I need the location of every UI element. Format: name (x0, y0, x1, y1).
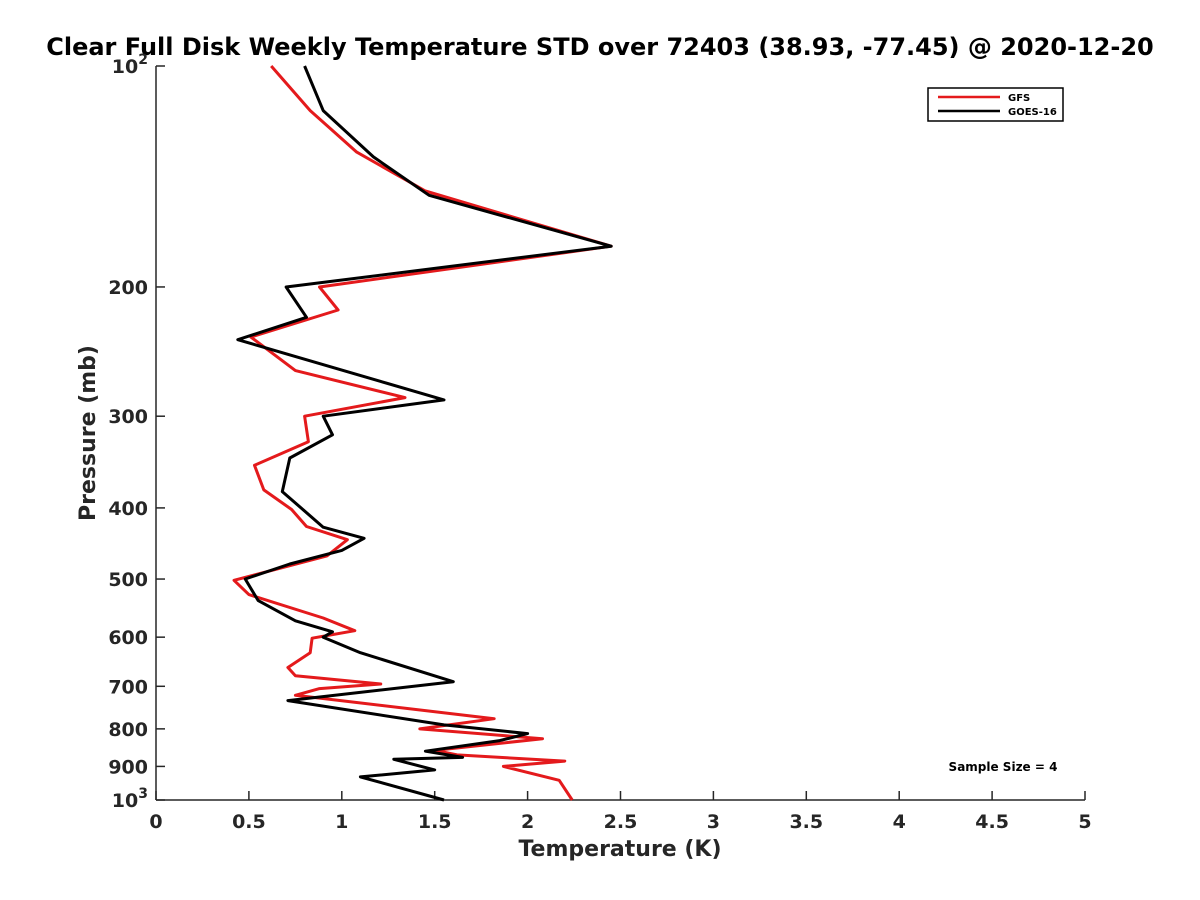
legend: GFS GOES-16 (927, 87, 1064, 122)
x-tick-label: 4.5 (975, 811, 1009, 833)
x-tick-label: 3.5 (789, 811, 823, 833)
legend-label-gfs: GFS (1008, 93, 1030, 104)
series-line-gfs (232, 65, 613, 801)
y-tick-label: 102 (112, 52, 148, 78)
x-tick-label: 1.5 (418, 811, 452, 833)
x-tick-label: 5 (1078, 811, 1091, 833)
series-line-goes-16 (236, 65, 613, 802)
plot-area (155, 66, 1085, 801)
x-axis: 0 0.5 1 1.5 2 2.5 3 3.5 4 4.5 5 (149, 791, 1092, 833)
y-tick-label: 400 (108, 498, 148, 520)
x-tick-label: 3 (707, 811, 720, 833)
x-axis-label: Temperature (K) (518, 837, 721, 862)
x-tick-label: 0 (149, 811, 162, 833)
x-tick-label: 2 (521, 811, 534, 833)
y-tick-label: 500 (108, 569, 148, 591)
sample-size-annotation: Sample Size = 4 (949, 760, 1058, 774)
x-tick-label: 0.5 (232, 811, 266, 833)
y-tick-label: 600 (108, 627, 148, 649)
x-tick-label: 2.5 (604, 811, 638, 833)
y-tick-label: 300 (108, 406, 148, 428)
x-tick-label: 4 (893, 811, 906, 833)
y-tick-label: 200 (108, 277, 148, 299)
y-tick-label: 800 (108, 719, 148, 741)
legend-box (927, 87, 1064, 122)
y-tick-label: 900 (108, 756, 148, 778)
chart-title: Clear Full Disk Weekly Temperature STD o… (46, 33, 1154, 61)
y-tick-label: 103 (112, 786, 148, 812)
x-tick-label: 1 (335, 811, 348, 833)
legend-label-goes-16: GOES-16 (1008, 107, 1057, 118)
y-axis: 102 200 300 400 500 600 700 800 900 103 (108, 52, 165, 812)
y-axis-label: Pressure (mb) (76, 345, 101, 521)
series-layer (232, 65, 613, 802)
y-tick-label: 700 (108, 676, 148, 698)
